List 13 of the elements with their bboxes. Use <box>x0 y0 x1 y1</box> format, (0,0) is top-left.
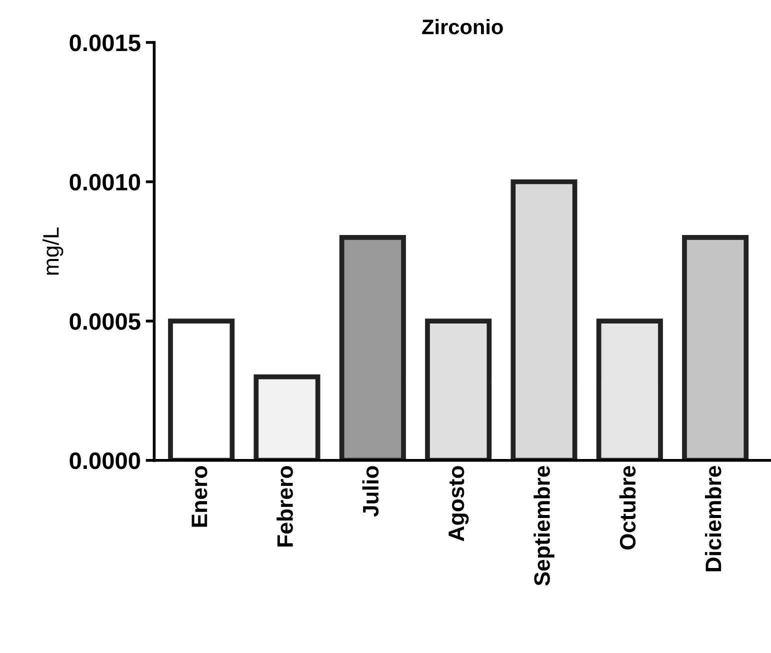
y-tick-label: 0.0010 <box>70 174 140 191</box>
x-tick-label: Febrero <box>276 466 293 546</box>
y-tick-label: 0.0015 <box>70 34 140 52</box>
x-tick-label: Octubre <box>619 466 636 550</box>
y-tick-label: 0.0000 <box>70 452 140 470</box>
x-tick-label: Julio <box>362 466 379 517</box>
chart-title: Zirconio <box>422 19 503 34</box>
x-tick-label: Enero <box>192 466 208 527</box>
x-tick-label: Septiembre <box>534 466 554 586</box>
y-axis-title: mg/L <box>42 227 64 275</box>
x-tick-label: Diciembre <box>704 466 722 572</box>
x-tick-label: Agosto <box>448 466 469 542</box>
y-tick-label: 0.0005 <box>70 313 140 330</box>
